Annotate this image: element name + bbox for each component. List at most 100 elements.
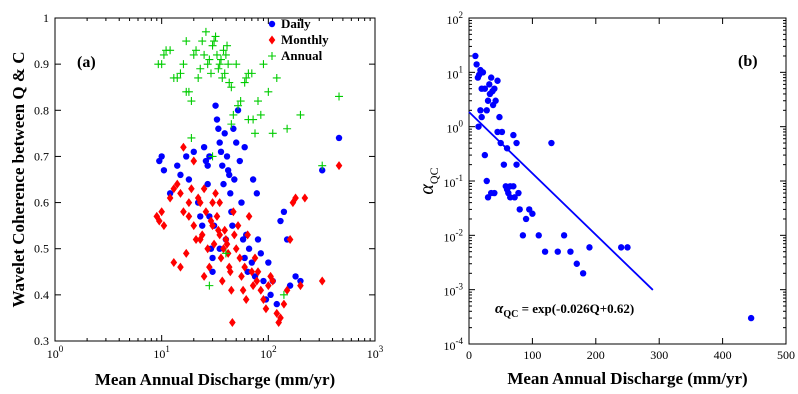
data-point-daily (209, 254, 216, 262)
data-point-monthly (216, 230, 224, 240)
data-point-daily (273, 300, 280, 308)
data-point-daily (319, 167, 326, 174)
data-point-annual (296, 110, 305, 119)
y-tick-label-b-exp: 2 (459, 10, 464, 20)
data-point-daily (183, 153, 190, 160)
x-tick-label-b: 500 (777, 348, 795, 362)
y-tick-label-b-base: 10 (447, 13, 459, 27)
data-point (496, 113, 503, 121)
y-tick-label-b-exp: 1 (459, 64, 464, 74)
data-point-monthly (234, 221, 242, 231)
data-point-annual (227, 83, 236, 92)
data-point-monthly (200, 184, 208, 194)
y-tick-label-b-exp: -1 (456, 173, 464, 183)
data-point (510, 131, 517, 139)
data-point-monthly (286, 234, 294, 244)
data-point-annual (240, 78, 249, 87)
data-point-annual (200, 50, 209, 59)
data-point-daily (160, 167, 168, 174)
y-axis-label-a: Wavelet Coherence between Q & C (9, 51, 28, 307)
data-point-daily (244, 268, 251, 275)
data-point-daily (197, 213, 204, 220)
data-point-monthly (202, 207, 210, 217)
data-point (513, 139, 520, 147)
series-daily (156, 102, 343, 308)
data-point-monthly (242, 294, 250, 304)
data-point-annual (279, 290, 288, 299)
data-point-annual (221, 50, 230, 59)
data-point-monthly (248, 267, 256, 277)
y-tick-label-b-exp: -2 (456, 227, 464, 237)
data-point-monthly (227, 267, 234, 277)
data-point (491, 85, 498, 92)
y-tick-label-b-exp: -3 (456, 282, 464, 292)
data-point (484, 97, 492, 104)
data-point-annual (159, 50, 168, 59)
data-point-annual (253, 97, 262, 106)
data-point-daily (185, 176, 193, 183)
data-point-daily (297, 277, 304, 285)
data-point-daily (280, 208, 288, 215)
fit-equation-subscript: QC (503, 309, 518, 320)
y-tick-label-b: 101 (447, 64, 464, 81)
y-tick-label-a: 0.9 (34, 57, 49, 71)
data-point (500, 161, 508, 168)
data-point-annual (318, 161, 327, 170)
data-point-monthly (180, 142, 187, 152)
data-point-daily (190, 148, 197, 156)
data-point-monthly (244, 230, 251, 240)
data-point-monthly (177, 188, 184, 198)
x-tick-label-b: 400 (714, 348, 732, 362)
data-point-monthly (209, 198, 216, 208)
data-point-monthly (196, 234, 204, 244)
plot-area-a (54, 17, 376, 342)
data-point-annual (205, 281, 214, 290)
data-point-monthly (273, 308, 281, 318)
y-tick-label-b-base: 10 (444, 176, 456, 190)
y-axis-label-symbol: α (416, 184, 438, 195)
y-tick-label-b: 10-1 (444, 173, 464, 190)
data-point (503, 145, 511, 152)
data-point-monthly (206, 262, 213, 272)
data-point-monthly (217, 253, 225, 263)
data-point-daily (220, 180, 227, 188)
data-point (522, 215, 530, 223)
data-point-monthly (180, 207, 187, 217)
x-tick-label-a-exp: 2 (272, 344, 277, 354)
data-point-daily (249, 176, 257, 183)
legend-label-annual: Annual (281, 48, 323, 63)
data-point-annual (208, 41, 217, 50)
data-point (475, 123, 482, 130)
data-point-daily (227, 190, 234, 197)
data-point (486, 81, 493, 88)
data-point-daily (267, 291, 274, 299)
data-point-monthly (190, 221, 198, 231)
data-point-daily (204, 162, 211, 169)
data-point-annual (214, 64, 223, 73)
data-point (529, 210, 536, 217)
data-point-daily (260, 277, 267, 285)
data-point-daily (234, 107, 242, 114)
data-point-annual (203, 60, 212, 69)
data-point-annual (224, 60, 233, 69)
data-point (624, 244, 631, 251)
data-point-annual (212, 50, 221, 59)
y-tick-label-b: 100 (447, 119, 464, 136)
data-point-daily (265, 259, 272, 266)
data-point-daily (248, 259, 256, 266)
data-point (483, 177, 490, 185)
data-point-monthly (222, 234, 230, 244)
x-tick-label-b: 100 (523, 348, 541, 362)
y-tick-label-b-base: 10 (444, 339, 456, 353)
fit-equation-symbol: α (495, 301, 504, 317)
data-point-monthly (335, 161, 343, 171)
data-point-monthly (212, 188, 219, 198)
data-point-monthly (185, 211, 193, 221)
data-point-monthly (158, 207, 165, 217)
data-point-daily (204, 180, 211, 188)
data-point-monthly (229, 318, 236, 328)
data-point-monthly (188, 184, 195, 194)
data-point-annual (173, 73, 182, 82)
data-point-annual (215, 60, 224, 69)
data-point-monthly (170, 258, 178, 268)
